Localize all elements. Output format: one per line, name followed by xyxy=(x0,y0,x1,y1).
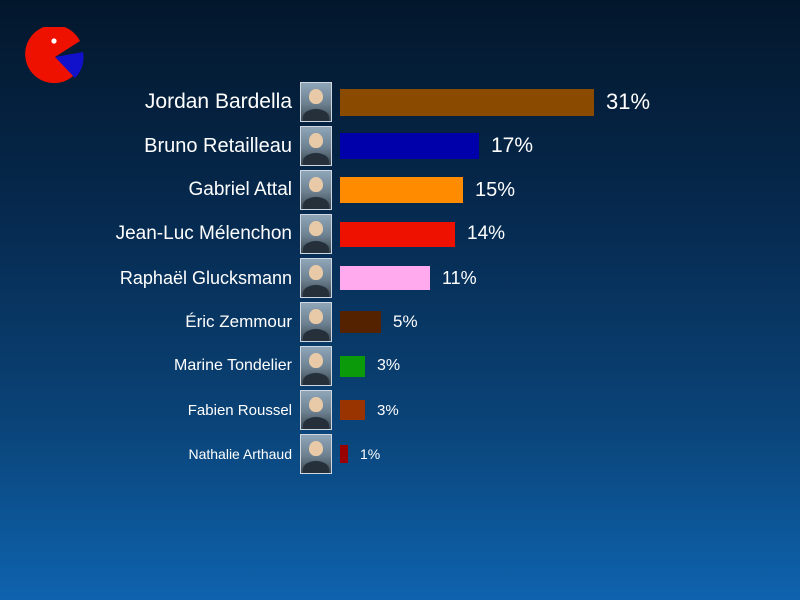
chart-row: Raphaël Glucksmann 11% xyxy=(0,256,800,300)
portrait-photo xyxy=(300,126,332,166)
portrait-photo xyxy=(300,258,332,298)
bar xyxy=(340,177,463,203)
portrait-shoulders-shape xyxy=(303,417,329,429)
bar-value-label: 5% xyxy=(393,312,418,331)
bar-value-label: 14% xyxy=(467,223,506,244)
candidate-name: Gabriel Attal xyxy=(188,179,293,200)
portrait-shoulders-shape xyxy=(303,197,329,209)
chart-row: Jordan Bardella 31% xyxy=(0,80,800,124)
portrait-photo xyxy=(300,346,332,386)
bar xyxy=(340,133,479,159)
candidate-name: Bruno Retailleau xyxy=(144,134,292,157)
pie-logo xyxy=(25,27,84,84)
portrait-head-shape xyxy=(309,177,323,192)
candidate-name: Nathalie Arthaud xyxy=(188,446,292,462)
portrait-photo xyxy=(300,434,332,474)
bar-value-label: 15% xyxy=(475,178,516,201)
bar-value-label: 3% xyxy=(377,401,399,419)
portrait-photo xyxy=(300,170,332,210)
portrait-head-shape xyxy=(309,397,323,412)
bar xyxy=(340,88,594,116)
chart-row: Jean-Luc Mélenchon 14% xyxy=(0,212,800,256)
portrait-shoulders-shape xyxy=(303,241,329,253)
candidate-name: Marine Tondelier xyxy=(174,357,292,374)
bar xyxy=(340,221,455,247)
bar xyxy=(340,266,430,290)
portrait-shoulders-shape xyxy=(303,285,329,297)
bar-value-label: 17% xyxy=(491,134,534,157)
chart-row: Bruno Retailleau 17% xyxy=(0,124,800,168)
portrait-head-shape xyxy=(309,133,323,148)
bar xyxy=(340,400,365,420)
bar xyxy=(340,445,348,463)
chart-row: Éric Zemmour 5% xyxy=(0,300,800,344)
portrait-head-shape xyxy=(309,89,323,104)
portrait-photo xyxy=(300,302,332,342)
bar-value-label: 11% xyxy=(442,267,477,288)
candidate-name: Jean-Luc Mélenchon xyxy=(115,223,292,244)
portrait-head-shape xyxy=(309,309,323,324)
candidate-name: Jordan Bardella xyxy=(144,90,292,113)
bar-value-label: 3% xyxy=(377,357,401,374)
chart-row: Marine Tondelier 3% xyxy=(0,344,800,388)
bar-value-label: 1% xyxy=(360,446,381,462)
portrait-head-shape xyxy=(309,265,323,280)
bar xyxy=(340,311,381,333)
candidate-name: Raphaël Glucksmann xyxy=(119,267,292,288)
portrait-photo xyxy=(300,82,332,122)
chart-row: Fabien Roussel 3% xyxy=(0,388,800,432)
portrait-photo xyxy=(300,214,332,254)
bar xyxy=(340,355,365,377)
portrait-shoulders-shape xyxy=(303,329,329,341)
candidate-name: Éric Zemmour xyxy=(185,312,292,331)
candidate-name: Fabien Roussel xyxy=(187,401,292,419)
portrait-shoulders-shape xyxy=(303,373,329,385)
portrait-head-shape xyxy=(309,353,323,368)
portrait-photo xyxy=(300,390,332,430)
chart-row: Nathalie Arthaud 1% xyxy=(0,432,800,476)
chart-row: Gabriel Attal 15% xyxy=(0,168,800,212)
portrait-shoulders-shape xyxy=(303,153,329,165)
portrait-head-shape xyxy=(309,221,323,236)
portrait-head-shape xyxy=(309,441,323,456)
bar-chart: Jordan Bardella 31% Bruno Retailleau 17% Gab… xyxy=(0,80,800,476)
portrait-shoulders-shape xyxy=(303,109,329,121)
portrait-shoulders-shape xyxy=(303,461,329,473)
bar-value-label: 31% xyxy=(606,89,651,114)
